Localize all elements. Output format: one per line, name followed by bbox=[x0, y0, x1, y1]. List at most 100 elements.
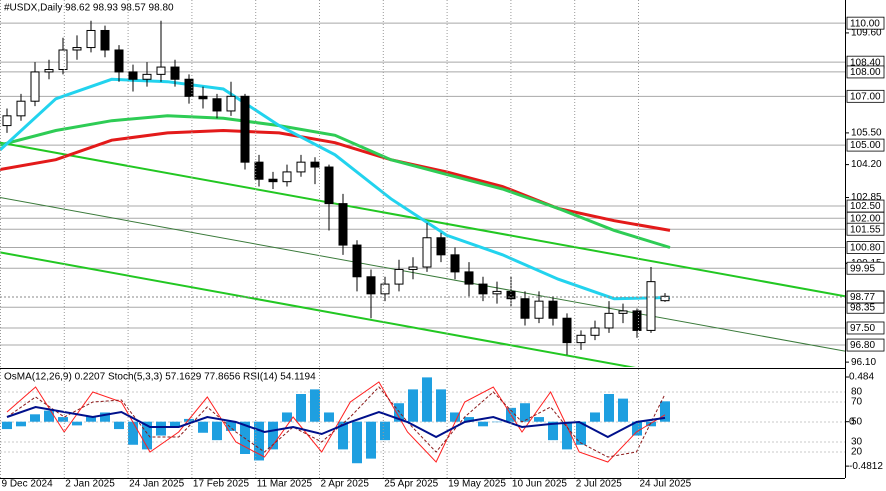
osma-bar bbox=[436, 389, 446, 422]
x-tick-label: 24 Jul 2025 bbox=[640, 479, 692, 490]
candle-body bbox=[170, 66, 180, 80]
osma-bar bbox=[128, 421, 138, 445]
osma-bar bbox=[590, 412, 600, 422]
osma-bar bbox=[422, 377, 432, 422]
y2-tick-label: 70 bbox=[851, 397, 863, 408]
level-label-box bbox=[846, 321, 885, 335]
osma-bar bbox=[44, 410, 54, 422]
candle-body bbox=[646, 281, 656, 331]
level-label: 98.35 bbox=[850, 302, 875, 313]
x-tick-label: 9 Dec 2024 bbox=[2, 479, 54, 490]
osma-bar bbox=[58, 417, 68, 422]
candle-body bbox=[268, 178, 278, 183]
oscillator-line bbox=[6, 386, 666, 458]
candle-body bbox=[380, 283, 390, 295]
osma-bar bbox=[548, 421, 558, 441]
candle-body bbox=[310, 161, 320, 168]
candle-body bbox=[520, 298, 530, 319]
y-tick-label: 105.50 bbox=[851, 128, 882, 139]
osma-bar bbox=[576, 421, 586, 445]
moving-average bbox=[0, 114, 671, 249]
level-label-box bbox=[846, 65, 885, 79]
osma-bar bbox=[632, 421, 642, 436]
level-label-box bbox=[846, 89, 885, 103]
candle-body bbox=[436, 237, 446, 256]
level-label-box bbox=[846, 241, 885, 254]
osma-bar bbox=[604, 394, 614, 422]
level-label: 97.50 bbox=[850, 323, 875, 334]
osma-bar bbox=[380, 421, 390, 441]
candle-body bbox=[142, 73, 152, 80]
osma-bar bbox=[170, 421, 180, 427]
x-tick-label: 11 Mar 2025 bbox=[257, 479, 313, 490]
osma-bar bbox=[450, 412, 460, 422]
x-tick-label: 2 Jan 2025 bbox=[65, 479, 115, 490]
candle-body bbox=[548, 300, 558, 319]
candle-body bbox=[338, 203, 348, 246]
price-panel bbox=[0, 20, 845, 367]
candle-body bbox=[660, 295, 670, 302]
osma-bar bbox=[534, 417, 544, 422]
chart-title: #USDX,Daily 98.62 98.93 98.57 98.80 bbox=[4, 3, 174, 14]
candle-body bbox=[422, 237, 432, 268]
oscillator-line bbox=[6, 405, 666, 439]
x-tick-label: 2 Apr 2025 bbox=[321, 479, 370, 490]
x-tick-label: 25 Apr 2025 bbox=[384, 479, 438, 490]
candle-body bbox=[478, 283, 488, 295]
level-label-box bbox=[846, 16, 885, 30]
osma-bar bbox=[394, 403, 404, 422]
level-label: 107.00 bbox=[850, 91, 881, 102]
osma-bar bbox=[114, 421, 124, 430]
candle-body bbox=[44, 68, 54, 73]
osma-bar bbox=[212, 421, 222, 441]
osma-bar bbox=[282, 412, 292, 422]
osma-bar bbox=[16, 421, 26, 427]
candle-body bbox=[226, 95, 236, 112]
candle-body bbox=[492, 290, 502, 295]
candle-body bbox=[2, 115, 12, 127]
candle-body bbox=[366, 276, 376, 295]
level-label: 108.00 bbox=[850, 67, 881, 78]
osma-bar bbox=[198, 421, 208, 433]
moving-average bbox=[0, 77, 671, 301]
osma-bar bbox=[464, 417, 474, 422]
osma-bar bbox=[646, 421, 656, 427]
level-label-box bbox=[846, 138, 885, 152]
y-tick-label: 109.60 bbox=[851, 28, 882, 39]
candle-body bbox=[128, 71, 138, 80]
level-label: 101.55 bbox=[850, 224, 881, 235]
osma-bar bbox=[338, 421, 348, 450]
candle-body bbox=[282, 171, 292, 183]
osma-bar bbox=[324, 412, 334, 422]
candle-body bbox=[86, 29, 96, 49]
candle-body bbox=[72, 47, 82, 51]
level-label: 110.00 bbox=[850, 18, 880, 29]
osma-bar bbox=[142, 421, 152, 450]
candle-body bbox=[254, 161, 264, 180]
y-tick-label: 102.85 bbox=[851, 192, 882, 203]
oscillator-panel bbox=[0, 377, 845, 464]
osc-y-tick-label: -0.4812 bbox=[849, 461, 883, 472]
trend-line bbox=[0, 251, 636, 367]
osma-bar bbox=[296, 394, 306, 422]
y-tick-label: 96.10 bbox=[851, 357, 876, 368]
trend-line bbox=[0, 197, 845, 352]
price-label-box bbox=[846, 290, 885, 304]
osma-bar bbox=[156, 421, 166, 436]
osma-bar bbox=[366, 421, 376, 459]
level-label-box bbox=[846, 261, 885, 275]
candle-body bbox=[16, 100, 26, 117]
candle-body bbox=[394, 268, 404, 285]
candle-body bbox=[156, 66, 166, 75]
level-label: 105.00 bbox=[850, 140, 881, 151]
osma-bar bbox=[408, 389, 418, 422]
candle-body bbox=[534, 300, 544, 319]
y2-tick-label: 20 bbox=[851, 447, 863, 458]
osma-bar bbox=[660, 401, 670, 422]
osc-y-tick-label: 0 bbox=[849, 416, 855, 427]
osma-bar bbox=[618, 398, 628, 422]
level-label: 96.80 bbox=[850, 340, 875, 351]
candle-body bbox=[576, 334, 586, 344]
osma-bar bbox=[30, 414, 40, 422]
osma-bar bbox=[72, 421, 82, 426]
